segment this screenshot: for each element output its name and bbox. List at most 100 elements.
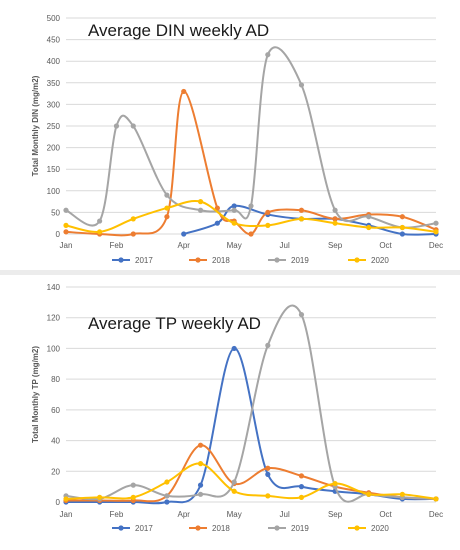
x-tick-label: Sep bbox=[328, 241, 343, 250]
data-point-2017 bbox=[181, 231, 187, 237]
legend-marker-2018 bbox=[195, 525, 201, 531]
data-point-2020 bbox=[197, 199, 204, 205]
legend-label-2019: 2019 bbox=[291, 256, 309, 265]
din-chart-panel: 0 50 100 150 200 250 300 350 400 450 500 Jan Feb Apr M… bbox=[0, 0, 460, 270]
data-point-2019 bbox=[265, 52, 271, 58]
x-tick-label: Jul bbox=[280, 241, 290, 250]
tp-chart-panel: 0 20 40 60 80 100 120 140 Jan Feb Apr May Jul Sep Oct D… bbox=[0, 275, 460, 550]
x-tick-label: May bbox=[227, 510, 242, 519]
data-point-2019 bbox=[164, 493, 170, 499]
legend-marker-2020 bbox=[354, 525, 360, 531]
data-point-2019 bbox=[231, 479, 237, 485]
data-point-2019 bbox=[265, 342, 271, 348]
data-point-2020 bbox=[298, 216, 305, 222]
x-tick-label: May bbox=[227, 241, 242, 250]
panel-divider bbox=[0, 270, 460, 275]
data-point-2018 bbox=[197, 442, 204, 448]
data-point-2020 bbox=[265, 222, 271, 228]
x-tick-label: Jul bbox=[280, 510, 290, 519]
x-tick-label: Apr bbox=[178, 510, 191, 519]
data-point-2018 bbox=[298, 207, 305, 213]
legend-label-2017: 2017 bbox=[135, 524, 153, 533]
data-point-2020 bbox=[332, 220, 338, 226]
data-point-2018 bbox=[265, 465, 271, 471]
data-point-2020 bbox=[63, 496, 69, 502]
data-point-2018 bbox=[63, 229, 69, 235]
series-line-2018 bbox=[65, 444, 437, 503]
data-point-2020 bbox=[399, 491, 405, 497]
chart-title: Average DIN weekly AD bbox=[88, 21, 269, 40]
legend-label-2019: 2019 bbox=[291, 524, 309, 533]
series-line-2017 bbox=[65, 347, 437, 505]
y-axis-label: Total Monthly DIN (mg/m2) bbox=[31, 75, 40, 176]
legend-marker-2019 bbox=[274, 257, 280, 263]
data-point-2019 bbox=[130, 123, 136, 129]
data-point-2019 bbox=[63, 207, 69, 213]
legend-marker-2019 bbox=[274, 525, 280, 531]
y-tick-label: 350 bbox=[47, 79, 61, 88]
data-point-2020 bbox=[130, 494, 136, 500]
y-tick-label: 200 bbox=[47, 144, 61, 153]
data-point-2019 bbox=[113, 123, 120, 129]
data-point-2020 bbox=[433, 229, 439, 235]
data-point-2019 bbox=[248, 203, 254, 209]
x-tick-label: Dec bbox=[429, 241, 443, 250]
y-tick-label: 150 bbox=[47, 165, 61, 174]
legend-marker-2017 bbox=[118, 525, 124, 531]
x-tick-label: Sep bbox=[328, 510, 343, 519]
y-tick-label: 100 bbox=[47, 344, 61, 353]
data-point-2019 bbox=[197, 491, 204, 497]
data-point-2020 bbox=[164, 479, 170, 485]
data-point-2020 bbox=[433, 496, 439, 502]
data-point-2019 bbox=[97, 218, 103, 224]
y-tick-label: 40 bbox=[51, 437, 60, 446]
series-line-2020 bbox=[65, 462, 437, 500]
data-point-2020 bbox=[399, 224, 405, 231]
data-point-2018 bbox=[399, 214, 405, 220]
data-point-2019 bbox=[433, 220, 439, 226]
data-point-2020 bbox=[97, 494, 103, 500]
data-point-2020 bbox=[231, 488, 237, 494]
y-tick-label: 450 bbox=[47, 36, 61, 45]
legend-label-2020: 2020 bbox=[371, 256, 389, 265]
data-point-2018 bbox=[214, 205, 220, 211]
data-point-2019 bbox=[197, 207, 204, 213]
data-point-2020 bbox=[130, 216, 136, 222]
data-point-2018 bbox=[298, 473, 305, 479]
data-point-2020 bbox=[332, 480, 338, 487]
series-line-2019 bbox=[65, 46, 437, 229]
data-point-2017 bbox=[164, 499, 170, 505]
y-tick-label: 20 bbox=[51, 467, 60, 476]
data-point-2017 bbox=[265, 471, 271, 477]
x-tick-label: Jan bbox=[60, 510, 73, 519]
data-point-2019 bbox=[298, 82, 305, 88]
data-point-2020 bbox=[231, 220, 237, 226]
series-line-2018 bbox=[65, 90, 437, 237]
data-point-2019 bbox=[366, 214, 372, 220]
y-tick-label: 50 bbox=[51, 208, 60, 217]
x-tick-label: Feb bbox=[110, 510, 124, 519]
data-point-2018 bbox=[164, 214, 170, 220]
data-point-2019 bbox=[164, 192, 170, 198]
data-point-2020 bbox=[197, 461, 204, 467]
y-tick-label: 0 bbox=[56, 498, 61, 507]
y-tick-label: 300 bbox=[47, 100, 61, 109]
y-tick-label: 100 bbox=[47, 187, 61, 196]
data-point-2020 bbox=[97, 229, 103, 235]
y-tick-label: 60 bbox=[51, 406, 60, 415]
data-point-2018 bbox=[181, 88, 187, 95]
y-axis-label: Total Monthly TP (mg/m2) bbox=[31, 346, 40, 443]
data-point-2019 bbox=[298, 312, 305, 318]
legend-marker-2018 bbox=[195, 257, 201, 263]
y-tick-label: 400 bbox=[47, 57, 61, 66]
din-chart: 0 50 100 150 200 250 300 350 400 450 500 Jan Feb Apr M… bbox=[31, 14, 443, 265]
x-tick-label: Jan bbox=[60, 241, 73, 250]
x-tick-label: Apr bbox=[178, 241, 191, 250]
data-point-2019 bbox=[130, 482, 136, 488]
y-tick-label: 120 bbox=[47, 314, 61, 323]
data-point-2017 bbox=[197, 482, 204, 488]
series-line-2020 bbox=[65, 200, 437, 233]
x-tick-label: Oct bbox=[379, 241, 392, 250]
data-point-2018 bbox=[130, 231, 136, 237]
y-tick-label: 140 bbox=[47, 283, 61, 292]
